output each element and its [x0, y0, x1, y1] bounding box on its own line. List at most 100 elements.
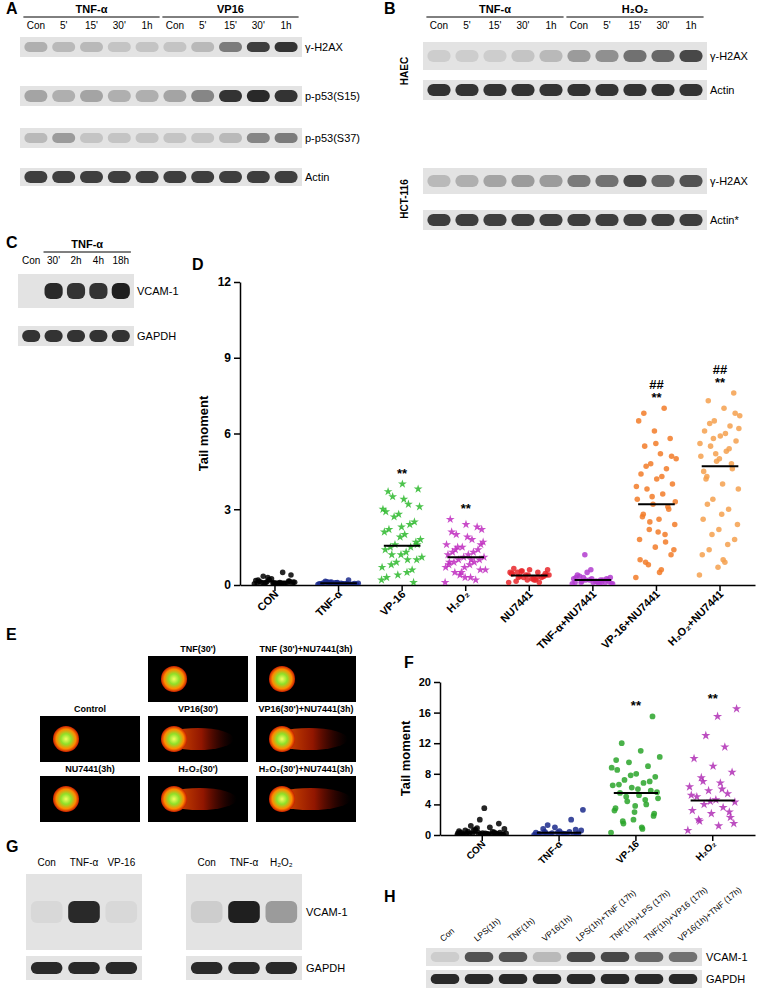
point — [683, 826, 692, 835]
tick-label: TNF-α — [536, 838, 565, 867]
point — [288, 572, 294, 578]
point — [652, 428, 658, 434]
panel-label: C — [6, 234, 18, 251]
point — [378, 563, 387, 571]
point — [616, 782, 622, 788]
side-label: HCT-116 — [399, 179, 410, 219]
band — [136, 133, 159, 143]
lane-label: 30' — [656, 20, 669, 31]
band — [45, 283, 63, 299]
lane-label: VP16(1h) — [540, 913, 574, 944]
band — [567, 974, 596, 984]
tick-label: NU7441 — [498, 588, 535, 625]
point — [727, 423, 733, 429]
point — [535, 570, 541, 576]
panel-label: D — [192, 256, 204, 273]
band — [635, 974, 664, 984]
band — [483, 214, 506, 226]
group-label: TNF-α — [76, 3, 108, 15]
tick-label: 20 — [419, 676, 431, 688]
tick-mark — [434, 774, 440, 776]
group — [454, 805, 508, 835]
group — [315, 577, 361, 585]
band — [623, 84, 646, 96]
group-label: TNF-α — [479, 3, 511, 15]
band — [228, 901, 260, 923]
tick-label: CON — [255, 588, 281, 614]
point — [668, 552, 674, 558]
point — [622, 777, 628, 783]
point — [653, 441, 659, 447]
point — [610, 581, 616, 585]
point — [393, 570, 402, 578]
tick: CON — [464, 835, 488, 862]
point — [496, 821, 502, 827]
point — [481, 565, 490, 573]
tick-mark — [482, 835, 484, 841]
lane-label: 4h — [93, 255, 104, 266]
point — [735, 522, 741, 528]
point — [697, 572, 703, 578]
comet-image — [148, 656, 248, 702]
tick-mark — [434, 743, 440, 745]
tick-mark — [465, 585, 467, 591]
point — [473, 522, 482, 530]
blot-background — [26, 874, 142, 950]
row-label: VCAM-1 — [706, 951, 748, 963]
point — [729, 819, 738, 828]
plot-area — [454, 704, 741, 835]
band — [679, 214, 702, 226]
panel-label: F — [404, 654, 414, 671]
band — [80, 42, 103, 52]
band — [567, 50, 590, 62]
side-label: HAEC — [399, 57, 410, 85]
lane-label: 30' — [252, 20, 265, 31]
mean-line — [691, 800, 735, 802]
band — [533, 974, 562, 984]
group-line — [426, 17, 563, 18]
lane-label: Con — [22, 255, 40, 266]
band — [52, 171, 75, 183]
lane-label: TNF(1h)+LPS (17h) — [608, 888, 672, 944]
group-line — [162, 17, 298, 18]
band — [595, 50, 618, 62]
blot-background — [426, 948, 702, 966]
point — [610, 782, 616, 788]
point — [736, 426, 742, 432]
point — [451, 545, 460, 553]
image-label: TNF(30') — [180, 644, 216, 654]
row-label: p-p53(S37) — [305, 132, 360, 144]
comet-image — [148, 776, 248, 822]
point — [716, 527, 722, 533]
lane-label: LPS(1h) — [472, 916, 502, 944]
band — [651, 214, 674, 226]
tick-mark — [434, 835, 440, 837]
point — [710, 496, 716, 502]
point — [671, 547, 677, 553]
point — [726, 506, 732, 512]
mean-line — [537, 832, 581, 834]
tick-mark — [558, 835, 560, 841]
tick-mark — [529, 585, 531, 591]
row-label: VCAM-1 — [137, 285, 179, 297]
group-label: VP16 — [217, 3, 244, 15]
lane-label: 1h — [545, 20, 556, 31]
tick-label: 16 — [419, 707, 431, 719]
band — [651, 50, 674, 62]
point — [664, 466, 670, 472]
point — [689, 754, 698, 763]
lane-label: TNF-α — [230, 857, 259, 868]
comet-head — [269, 666, 295, 692]
group — [441, 515, 490, 585]
point — [646, 562, 652, 568]
tick-mark — [434, 682, 440, 684]
point — [381, 507, 390, 515]
axis-title: Tail moment — [196, 395, 211, 471]
point — [642, 443, 648, 449]
band — [465, 952, 494, 962]
point — [397, 522, 406, 530]
point — [260, 573, 266, 579]
lane-label: 5' — [199, 20, 207, 31]
point — [707, 421, 713, 427]
row-label: γ-H2AX — [305, 41, 344, 53]
